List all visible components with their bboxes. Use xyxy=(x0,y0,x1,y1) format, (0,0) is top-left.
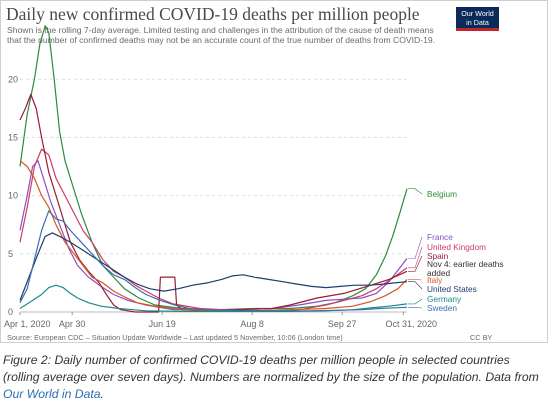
y-tick-label: 0 xyxy=(8,307,13,317)
legend-label-sweden[interactable]: Sweden xyxy=(427,303,457,313)
annotation-group: Nov 4: earlier deaths added xyxy=(427,259,504,278)
logo-line-2: in Data xyxy=(466,18,489,27)
series-line-belgium[interactable] xyxy=(19,25,408,311)
legend-connector xyxy=(408,246,423,269)
annotation-line-2: added xyxy=(427,268,450,278)
y-tick-labels: 0 5 10 15 20 xyxy=(8,74,18,317)
source-note: Source: European CDC – Situation Update … xyxy=(7,333,343,342)
x-tick-label: Aug 8 xyxy=(240,319,264,329)
legend-label-france[interactable]: France xyxy=(427,232,453,242)
figure-caption: Figure 2: Daily number of confirmed COVI… xyxy=(3,352,549,403)
x-tick-labels: Apr 1, 2020 Apr 30 Jun 19 Aug 8 Sep 27 Oct 31… xyxy=(4,312,437,329)
x-tick-label: Apr 1, 2020 xyxy=(4,319,51,329)
series-line-sweden[interactable] xyxy=(19,210,408,312)
y-tick-label: 15 xyxy=(8,132,18,142)
legend-connector xyxy=(408,281,423,290)
legend-connector xyxy=(408,298,423,305)
legend-label-united-states[interactable]: United States xyxy=(427,284,477,294)
series-line-spain[interactable] xyxy=(19,93,408,313)
legend-connector xyxy=(408,188,423,195)
y-tick-label: 5 xyxy=(8,249,13,259)
series-line-united-states[interactable] xyxy=(19,232,408,301)
legend-label-belgium[interactable]: Belgium xyxy=(427,189,457,199)
legend-connector xyxy=(408,236,423,259)
grid-lines xyxy=(20,78,407,313)
legend-label-united-kingdom[interactable]: United Kingdom xyxy=(427,242,486,252)
caption-end: . xyxy=(100,387,104,401)
x-tick-label: Oct 31, 2020 xyxy=(385,319,437,329)
series-lines xyxy=(19,25,408,313)
chart-frame xyxy=(0,0,548,343)
chart-title: Daily new confirmed COVID-19 deaths per … xyxy=(6,4,420,24)
license-label[interactable]: CC BY xyxy=(470,333,493,342)
caption-link[interactable]: Our World in Data xyxy=(3,387,101,401)
caption-text: Figure 2: Daily number of confirmed COVI… xyxy=(3,353,539,384)
x-tick-label: Sep 27 xyxy=(328,319,357,329)
logo-line-1: Our World xyxy=(461,9,494,18)
legend-label-italy[interactable]: Italy xyxy=(427,275,443,285)
legend-connector xyxy=(408,279,423,281)
x-tick-label: Apr 30 xyxy=(59,319,86,329)
line-chart: 0 5 10 15 20 Apr 1, 2020 Apr 30 Jun 19 Aug 8 Sep… xyxy=(4,25,504,329)
y-tick-label: 10 xyxy=(8,191,18,201)
x-tick-label: Jun 19 xyxy=(149,319,176,329)
series-line-italy[interactable] xyxy=(19,160,408,312)
y-tick-label: 20 xyxy=(8,74,18,84)
legend-connector xyxy=(408,255,423,272)
legend-connector xyxy=(408,307,423,309)
legend-label-germany[interactable]: Germany xyxy=(427,294,462,304)
owid-logo[interactable]: Our World in Data xyxy=(456,7,499,31)
chart-subtitle: Shown is the rolling 7-day average. Limi… xyxy=(7,25,436,45)
series-line-united-kingdom[interactable] xyxy=(19,148,408,312)
annotation-line-1: Nov 4: earlier deaths xyxy=(427,259,504,269)
series-line-france[interactable] xyxy=(19,160,408,311)
legend-label-spain[interactable]: Spain xyxy=(427,251,449,261)
